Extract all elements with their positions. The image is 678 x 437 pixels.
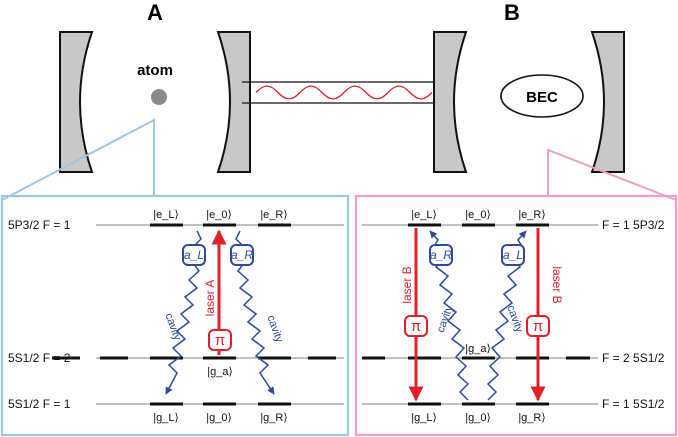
ket-b-gL: |g_L⟩ — [411, 412, 437, 424]
atom-dot — [151, 89, 167, 105]
panel-b-label: B — [504, 0, 520, 25]
ket-b-g0: |g_0⟩ — [465, 412, 491, 424]
ket-b-eR: |e_R⟩ — [518, 209, 545, 221]
level-b-top: F = 1 5P3/2 — [602, 218, 665, 232]
bec-ellipse — [500, 74, 584, 118]
ket-a-e0: |e_0⟩ — [206, 209, 232, 221]
ket-b-eL: |e_L⟩ — [411, 209, 437, 221]
ket-a-eR: |e_R⟩ — [260, 209, 287, 221]
atom-label: atom — [137, 62, 173, 79]
level-b-bot: F = 1 5S1/2 — [602, 397, 665, 411]
ket-b-ga: |g_a⟩ — [465, 343, 491, 355]
pi-box-b-left — [404, 315, 428, 337]
aL-label-b: a_L — [503, 248, 523, 262]
cavity-label-b-right: cavity — [504, 304, 525, 335]
levels-a — [52, 223, 344, 406]
laser-b-right-label: laser B — [550, 266, 564, 303]
pi-label-b-right: π — [533, 318, 543, 335]
bec-label: BEC — [526, 89, 558, 106]
ket-b-gR: |g_R⟩ — [518, 412, 545, 424]
pi-label-a: π — [215, 332, 225, 349]
scheme-box-b — [354, 194, 678, 437]
pi-box-b-right — [526, 315, 550, 337]
pi-box-a — [208, 329, 232, 351]
level-b-mid: F = 2 5S1/2 — [602, 351, 665, 365]
level-a-top: 5P3/2 F = 1 — [8, 218, 71, 232]
panel-a-label: A — [147, 0, 163, 25]
aR-box-a — [230, 244, 254, 266]
aL-box-a — [182, 244, 206, 266]
mirror-a-left — [59, 31, 94, 173]
zoom-callout-b — [547, 148, 677, 201]
aR-label-b: a_R — [430, 248, 452, 262]
laser-b-left-label: laser B — [400, 266, 414, 303]
zoom-callout-a — [1, 118, 155, 201]
aL-box-b — [501, 244, 525, 266]
aR-label-a: a_R — [231, 248, 253, 262]
mirror-a-right — [216, 31, 251, 173]
ket-a-eL: |e_L⟩ — [153, 209, 179, 221]
level-a-mid: 5S1/2 F = 2 — [8, 351, 71, 365]
ket-a-gL: |g_L⟩ — [153, 412, 179, 424]
pi-label-b-left: π — [411, 318, 421, 335]
laser-a-label: laser A — [203, 280, 217, 317]
levels-b — [362, 223, 598, 406]
fiber-photon-wave — [255, 85, 433, 100]
ket-a-g0: |g_0⟩ — [206, 412, 232, 424]
cavity-label-a-left: cavity — [162, 312, 183, 343]
cavity-label-b-left: cavity — [435, 303, 456, 334]
cavity-label-a-right: cavity — [264, 314, 285, 345]
aR-box-b — [429, 244, 453, 266]
mirror-b-left — [433, 31, 468, 173]
ket-a-gR: |g_R⟩ — [260, 412, 287, 424]
scheme-box-a — [0, 194, 350, 437]
level-a-bot: 5S1/2 F = 1 — [8, 397, 71, 411]
mirror-b-right — [590, 31, 625, 173]
aL-label-a: a_L — [184, 248, 204, 262]
ket-b-e0: |e_0⟩ — [465, 209, 491, 221]
ket-a-ga: |g_a⟩ — [207, 366, 233, 378]
